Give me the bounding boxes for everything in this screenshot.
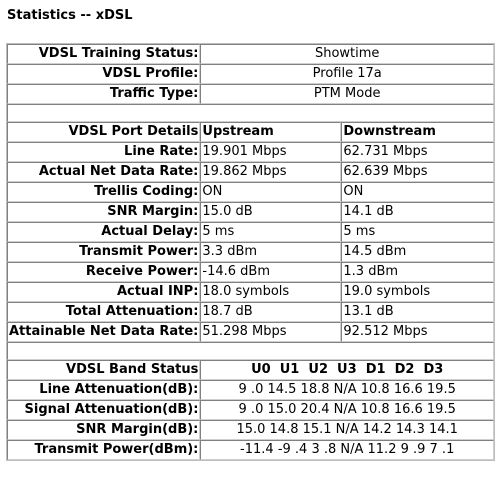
downstream-value: ON xyxy=(341,182,494,202)
band-label: Line Attenuation(dB): xyxy=(7,380,201,400)
downstream-value: 13.1 dB xyxy=(341,302,494,322)
port-details-header-label: VDSL Port Details xyxy=(7,122,201,142)
port-label: Trellis Coding: xyxy=(7,182,201,202)
upstream-value: -14.6 dBm xyxy=(200,262,342,282)
upstream-value: 3.3 dBm xyxy=(200,242,342,262)
summary-label: VDSL Training Status: xyxy=(7,44,201,64)
upstream-value: 5 ms xyxy=(200,222,342,242)
upstream-header: Upstream xyxy=(200,122,342,142)
port-row-line-rate: Line Rate: 19.901 Mbps 62.731 Mbps xyxy=(7,142,494,162)
band-values: 9 .0 15.0 20.4 N/A 10.8 16.6 19.5 xyxy=(200,400,494,420)
port-label: Receive Power: xyxy=(7,262,201,282)
downstream-value: 19.0 symbols xyxy=(341,282,494,302)
summary-label: VDSL Profile: xyxy=(7,64,201,84)
downstream-value: 62.639 Mbps xyxy=(341,162,494,182)
upstream-value: 19.901 Mbps xyxy=(200,142,342,162)
downstream-header: Downstream xyxy=(341,122,494,142)
downstream-value: 92.512 Mbps xyxy=(341,322,494,342)
downstream-value: 14.1 dB xyxy=(341,202,494,222)
port-row-actual-inp: Actual INP: 18.0 symbols 19.0 symbols xyxy=(7,282,494,302)
band-row-line-attenuation: Line Attenuation(dB): 9 .0 14.5 18.8 N/A… xyxy=(7,380,494,400)
band-values: -11.4 -9 .4 3 .8 N/A 11.2 9 .9 7 .1 xyxy=(200,440,494,460)
xdsl-statistics-table: VDSL Training Status: Showtime VDSL Prof… xyxy=(6,43,495,461)
port-details-header-row: VDSL Port Details Upstream Downstream xyxy=(7,122,494,142)
port-row-receive-power: Receive Power: -14.6 dBm 1.3 dBm xyxy=(7,262,494,282)
port-label: Line Rate: xyxy=(7,142,201,162)
band-status-header-row: VDSL Band Status U0 U1 U2 U3 D1 D2 D3 xyxy=(7,360,494,380)
upstream-value: 15.0 dB xyxy=(200,202,342,222)
upstream-value: 51.298 Mbps xyxy=(200,322,342,342)
port-row-trellis-coding: Trellis Coding: ON ON xyxy=(7,182,494,202)
spacer-cell xyxy=(7,342,494,360)
port-label: Transmit Power: xyxy=(7,242,201,262)
port-label: Actual INP: xyxy=(7,282,201,302)
upstream-value: 18.0 symbols xyxy=(200,282,342,302)
summary-label: Traffic Type: xyxy=(7,84,201,104)
summary-value: Profile 17a xyxy=(200,64,494,84)
band-label: SNR Margin(dB): xyxy=(7,420,201,440)
port-label: Actual Net Data Rate: xyxy=(7,162,201,182)
band-values: 15.0 14.8 15.1 N/A 14.2 14.3 14.1 xyxy=(200,420,494,440)
band-row-signal-attenuation: Signal Attenuation(dB): 9 .0 15.0 20.4 N… xyxy=(7,400,494,420)
downstream-value: 1.3 dBm xyxy=(341,262,494,282)
spacer-cell xyxy=(7,104,494,122)
port-row-attainable-rate: Attainable Net Data Rate: 51.298 Mbps 92… xyxy=(7,322,494,342)
port-row-total-attenuation: Total Attenuation: 18.7 dB 13.1 dB xyxy=(7,302,494,322)
port-label: SNR Margin: xyxy=(7,202,201,222)
page-title: Statistics -- xDSL xyxy=(7,8,133,23)
port-row-snr-margin: SNR Margin: 15.0 dB 14.1 dB xyxy=(7,202,494,222)
upstream-value: 18.7 dB xyxy=(200,302,342,322)
band-status-header-label: VDSL Band Status xyxy=(7,360,201,380)
downstream-value: 5 ms xyxy=(341,222,494,242)
downstream-value: 14.5 dBm xyxy=(341,242,494,262)
band-row-snr-margin: SNR Margin(dB): 15.0 14.8 15.1 N/A 14.2 … xyxy=(7,420,494,440)
summary-value: PTM Mode xyxy=(200,84,494,104)
port-row-actual-delay: Actual Delay: 5 ms 5 ms xyxy=(7,222,494,242)
summary-row-training-status: VDSL Training Status: Showtime xyxy=(7,44,494,64)
port-label: Total Attenuation: xyxy=(7,302,201,322)
summary-row-profile: VDSL Profile: Profile 17a xyxy=(7,64,494,84)
port-label: Actual Delay: xyxy=(7,222,201,242)
summary-value: Showtime xyxy=(200,44,494,64)
band-row-transmit-power: Transmit Power(dBm): -11.4 -9 .4 3 .8 N/… xyxy=(7,440,494,460)
port-row-transmit-power: Transmit Power: 3.3 dBm 14.5 dBm xyxy=(7,242,494,262)
band-values: 9 .0 14.5 18.8 N/A 10.8 16.6 19.5 xyxy=(200,380,494,400)
band-label: Transmit Power(dBm): xyxy=(7,440,201,460)
upstream-value: ON xyxy=(200,182,342,202)
port-label: Attainable Net Data Rate: xyxy=(7,322,201,342)
port-row-net-data-rate: Actual Net Data Rate: 19.862 Mbps 62.639… xyxy=(7,162,494,182)
spacer-row xyxy=(7,104,494,122)
spacer-row xyxy=(7,342,494,360)
band-label: Signal Attenuation(dB): xyxy=(7,400,201,420)
band-columns-header: U0 U1 U2 U3 D1 D2 D3 xyxy=(200,360,494,380)
downstream-value: 62.731 Mbps xyxy=(341,142,494,162)
summary-row-traffic-type: Traffic Type: PTM Mode xyxy=(7,84,494,104)
upstream-value: 19.862 Mbps xyxy=(200,162,342,182)
